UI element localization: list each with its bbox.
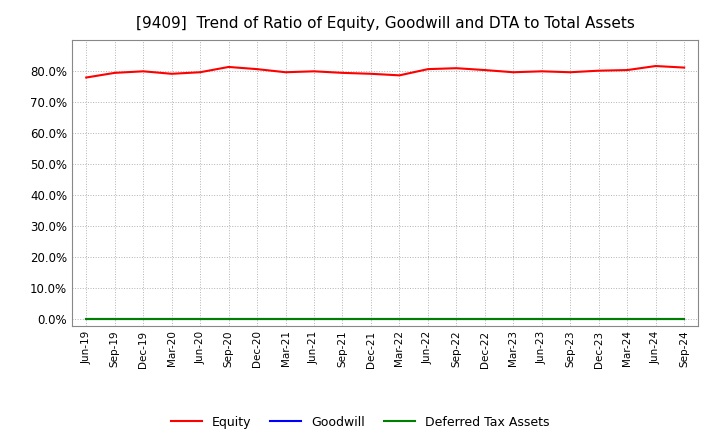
Goodwill <box>82 317 91 322</box>
Equity <box>680 65 688 70</box>
Equity <box>452 66 461 71</box>
Equity <box>566 70 575 75</box>
Goodwill <box>680 317 688 322</box>
Goodwill <box>480 317 489 322</box>
Goodwill <box>282 317 290 322</box>
Deferred Tax Assets <box>509 317 518 322</box>
Deferred Tax Assets <box>652 317 660 322</box>
Goodwill <box>338 317 347 322</box>
Deferred Tax Assets <box>680 317 688 322</box>
Equity <box>196 70 204 75</box>
Equity <box>480 67 489 73</box>
Goodwill <box>167 317 176 322</box>
Goodwill <box>196 317 204 322</box>
Deferred Tax Assets <box>366 317 375 322</box>
Goodwill <box>509 317 518 322</box>
Goodwill <box>110 317 119 322</box>
Equity <box>509 70 518 75</box>
Deferred Tax Assets <box>566 317 575 322</box>
Equity <box>652 63 660 69</box>
Deferred Tax Assets <box>196 317 204 322</box>
Goodwill <box>623 317 631 322</box>
Goodwill <box>452 317 461 322</box>
Deferred Tax Assets <box>282 317 290 322</box>
Deferred Tax Assets <box>338 317 347 322</box>
Goodwill <box>395 317 404 322</box>
Goodwill <box>595 317 603 322</box>
Goodwill <box>253 317 261 322</box>
Goodwill <box>566 317 575 322</box>
Equity <box>225 64 233 70</box>
Equity <box>282 70 290 75</box>
Equity <box>395 73 404 78</box>
Deferred Tax Assets <box>253 317 261 322</box>
Deferred Tax Assets <box>110 317 119 322</box>
Deferred Tax Assets <box>623 317 631 322</box>
Deferred Tax Assets <box>395 317 404 322</box>
Line: Equity: Equity <box>86 66 684 77</box>
Equity <box>310 69 318 74</box>
Deferred Tax Assets <box>537 317 546 322</box>
Deferred Tax Assets <box>480 317 489 322</box>
Legend: Equity, Goodwill, Deferred Tax Assets: Equity, Goodwill, Deferred Tax Assets <box>166 411 554 434</box>
Equity <box>139 69 148 74</box>
Equity <box>253 66 261 72</box>
Deferred Tax Assets <box>452 317 461 322</box>
Equity <box>595 68 603 73</box>
Deferred Tax Assets <box>310 317 318 322</box>
Equity <box>366 71 375 77</box>
Equity <box>82 75 91 80</box>
Equity <box>338 70 347 76</box>
Equity <box>110 70 119 76</box>
Title: [9409]  Trend of Ratio of Equity, Goodwill and DTA to Total Assets: [9409] Trend of Ratio of Equity, Goodwil… <box>136 16 634 32</box>
Deferred Tax Assets <box>139 317 148 322</box>
Deferred Tax Assets <box>82 317 91 322</box>
Deferred Tax Assets <box>225 317 233 322</box>
Equity <box>423 66 432 72</box>
Equity <box>623 67 631 73</box>
Goodwill <box>537 317 546 322</box>
Goodwill <box>366 317 375 322</box>
Goodwill <box>310 317 318 322</box>
Goodwill <box>423 317 432 322</box>
Equity <box>167 71 176 77</box>
Goodwill <box>652 317 660 322</box>
Goodwill <box>139 317 148 322</box>
Deferred Tax Assets <box>167 317 176 322</box>
Deferred Tax Assets <box>595 317 603 322</box>
Deferred Tax Assets <box>423 317 432 322</box>
Goodwill <box>225 317 233 322</box>
Equity <box>537 69 546 74</box>
